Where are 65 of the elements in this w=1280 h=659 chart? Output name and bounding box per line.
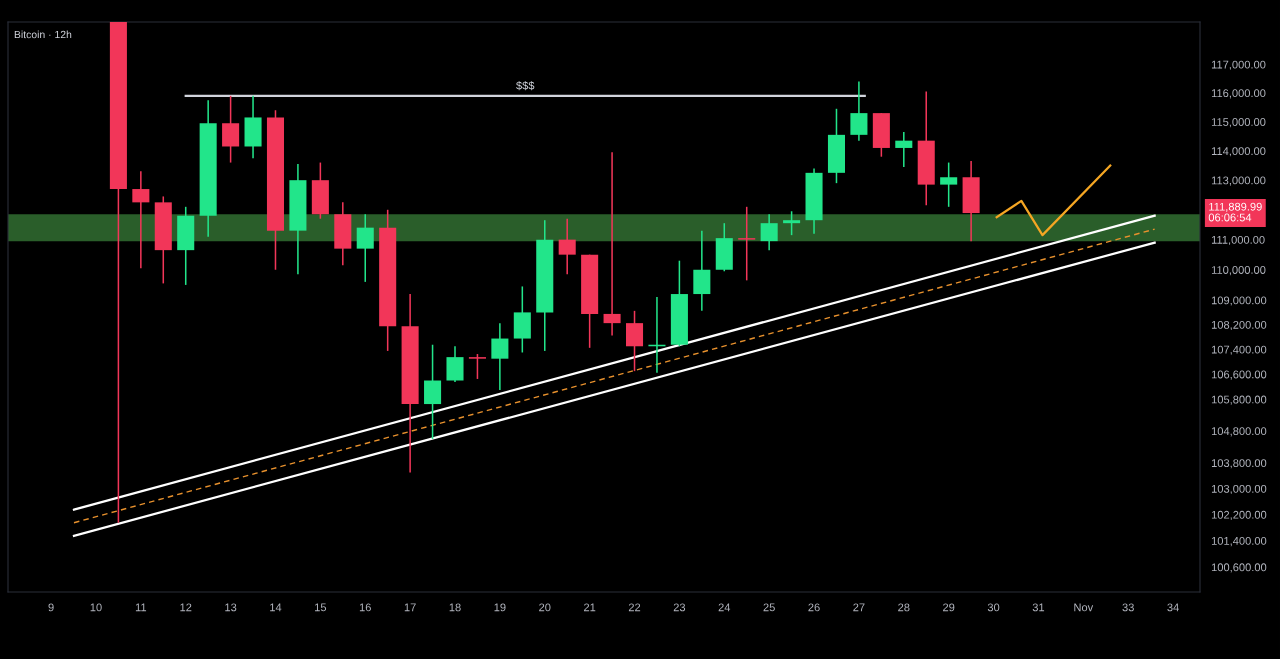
candlestick xyxy=(558,217,576,276)
y-tick-label: 107,400.00 xyxy=(1211,345,1267,355)
text: 111,889.99 xyxy=(1209,202,1262,212)
y-tick-label: 101,400.00 xyxy=(1211,536,1267,547)
x-tick-label: 10 xyxy=(90,603,102,612)
candlestick xyxy=(491,322,509,391)
text: 06:06:54 xyxy=(1208,213,1252,222)
candlestick xyxy=(625,310,644,372)
x-tick-label: 17 xyxy=(404,603,416,612)
x-tick-label: 34 xyxy=(1167,603,1179,612)
y-tick-label: 114,000.00 xyxy=(1211,147,1266,157)
x-tick-label: 13 xyxy=(225,603,237,612)
x-tick-label: 14 xyxy=(270,603,282,612)
x-tick-label: 16 xyxy=(359,603,371,612)
x-tick-label: 27 xyxy=(853,603,865,612)
x-tick-label: 24 xyxy=(718,603,731,612)
x-tick-label: 18 xyxy=(449,603,461,612)
candlestick xyxy=(940,161,958,208)
x-tick-label: 22 xyxy=(628,603,641,612)
y-tick-label: 109,000.00 xyxy=(1211,296,1267,306)
candlestick xyxy=(760,213,778,251)
candlestick xyxy=(783,210,801,236)
x-tick-label: 9 xyxy=(48,603,54,612)
y-tick-label: 113,000.00 xyxy=(1211,176,1266,186)
y-tick-label: 103,000.00 xyxy=(1211,484,1267,495)
line-series xyxy=(995,164,1112,237)
x-tick-label: 15 xyxy=(315,603,327,612)
x-tick-label: 19 xyxy=(494,603,506,612)
y-tick-label: 104,800.00 xyxy=(1211,427,1267,437)
x-tick-label: 12 xyxy=(180,603,192,612)
y-tick-label: 111,000.00 xyxy=(1211,235,1265,246)
candlestick xyxy=(603,151,621,337)
x-tick-label: 31 xyxy=(1032,603,1045,612)
x-tick-label: 11 xyxy=(135,603,147,612)
y-tick-label: 102,200.00 xyxy=(1211,510,1267,521)
y-tick-label: 106,600.00 xyxy=(1211,370,1267,380)
y-tick-label: 117,000.00 xyxy=(1211,60,1266,70)
x-tick-label: Nov xyxy=(1074,603,1094,612)
x-tick-label: 25 xyxy=(763,603,775,612)
candlestick xyxy=(895,131,913,168)
x-tick-label: 23 xyxy=(673,603,686,612)
y-tick-label: 116,000.00 xyxy=(1211,89,1266,99)
x-tick-label: 30 xyxy=(987,603,1000,612)
x-tick-label: 28 xyxy=(898,603,910,612)
y-tick-label: 100,600.00 xyxy=(1211,563,1267,573)
candlestick xyxy=(850,80,868,142)
x-tick-label: 29 xyxy=(943,603,955,612)
x-tick-label: 26 xyxy=(808,603,820,612)
candlestick xyxy=(424,343,442,440)
candlestick xyxy=(356,213,374,283)
y-tick-label: 115,000.00 xyxy=(1211,118,1266,128)
y-tick-label: 105,800.00 xyxy=(1211,395,1267,405)
x-tick-label: 20 xyxy=(539,603,551,612)
candlestick xyxy=(446,345,464,383)
y-tick-label: 110,000.00 xyxy=(1211,266,1266,276)
x-tick-label: 21 xyxy=(584,603,596,612)
x-tick-label: 33 xyxy=(1122,603,1134,612)
candlestick xyxy=(468,353,486,380)
candlestick xyxy=(132,170,150,270)
series-label: $$$ xyxy=(516,81,535,91)
text: Bitcoin · 12h xyxy=(14,30,72,39)
candlestick xyxy=(222,95,240,164)
candlestick xyxy=(738,206,756,282)
y-tick-label: 103,800.00 xyxy=(1211,459,1267,469)
y-tick-label: 108,200.00 xyxy=(1211,320,1267,331)
